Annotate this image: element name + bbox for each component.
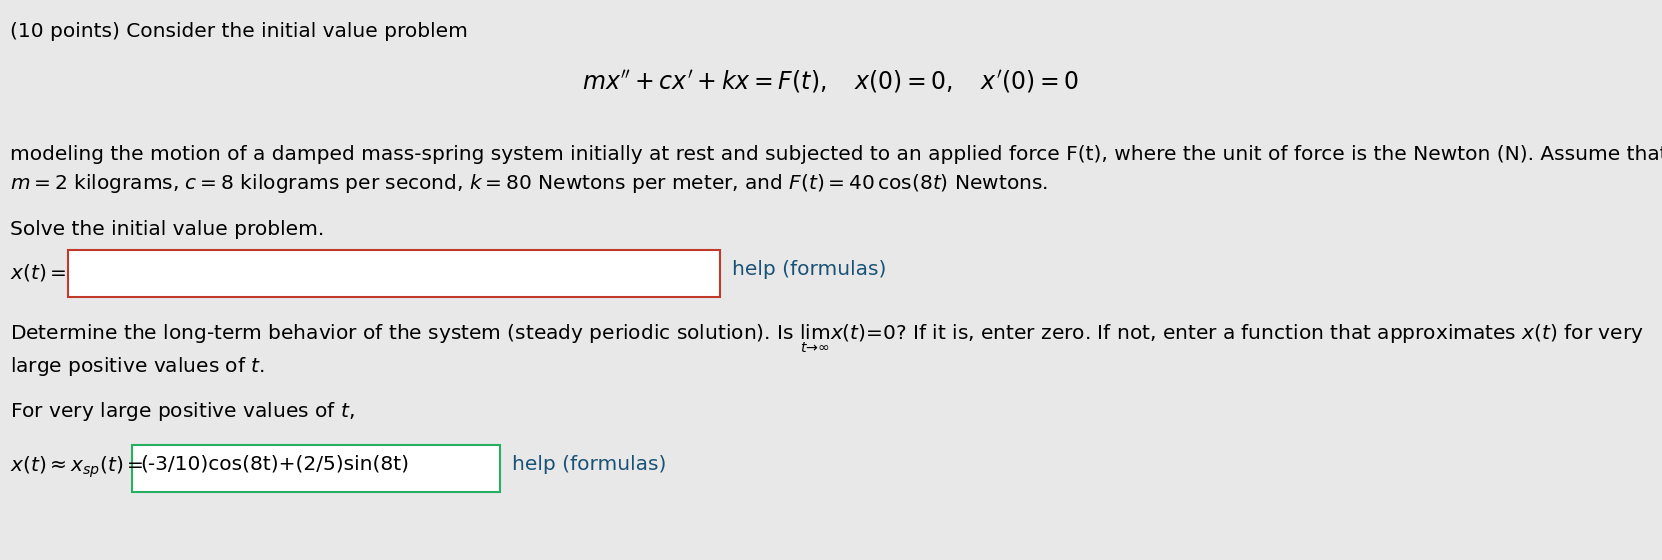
Text: For very large positive values of $t$,: For very large positive values of $t$, [10, 400, 354, 423]
Text: Determine the long-term behavior of the system (steady periodic solution). Is $\: Determine the long-term behavior of the … [10, 322, 1644, 354]
Text: Solve the initial value problem.: Solve the initial value problem. [10, 220, 324, 239]
Text: (-3/10)cos(8t)+(2/5)sin(8t): (-3/10)cos(8t)+(2/5)sin(8t) [140, 455, 409, 474]
Text: help (formulas): help (formulas) [731, 260, 886, 279]
Text: modeling the motion of a damped mass-spring system initially at rest and subject: modeling the motion of a damped mass-spr… [10, 145, 1662, 164]
Text: $m = 2$ kilograms, $c = 8$ kilograms per second, $k = 80$ Newtons per meter, and: $m = 2$ kilograms, $c = 8$ kilograms per… [10, 172, 1047, 195]
Text: large positive values of $t$.: large positive values of $t$. [10, 355, 264, 378]
Text: $mx'' + cx' + kx = F(t), \quad x(0) = 0, \quad x'(0) = 0$: $mx'' + cx' + kx = F(t), \quad x(0) = 0,… [582, 68, 1080, 95]
Text: $x(t) \approx x_{sp}(t) =$: $x(t) \approx x_{sp}(t) =$ [10, 455, 143, 480]
Bar [68, 250, 720, 297]
Text: (10 points) Consider the initial value problem: (10 points) Consider the initial value p… [10, 22, 469, 41]
Text: $x(t) =$: $x(t) =$ [10, 262, 66, 283]
Bar [131, 445, 500, 492]
Text: help (formulas): help (formulas) [512, 455, 666, 474]
